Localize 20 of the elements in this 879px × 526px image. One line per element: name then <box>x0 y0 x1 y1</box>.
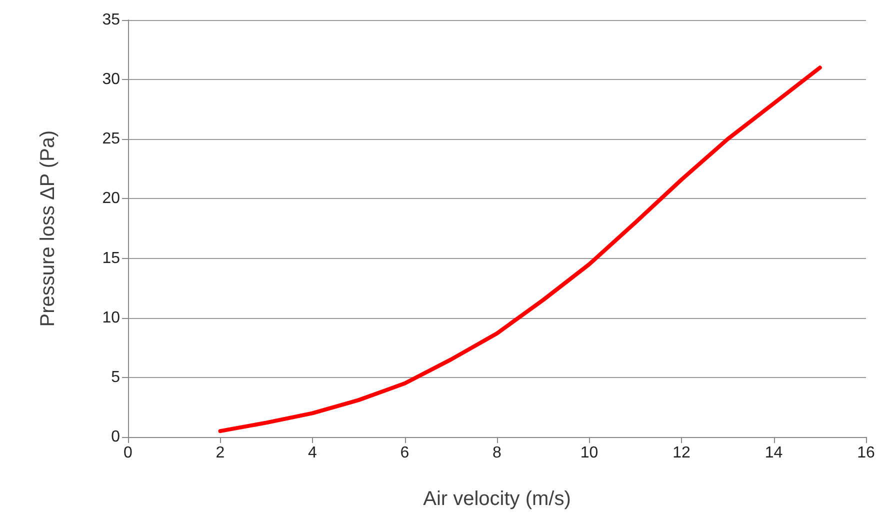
y-tick-label: 15 <box>102 250 120 267</box>
x-tick-label: 6 <box>400 444 410 462</box>
x-tick-label: 8 <box>492 444 502 462</box>
y-tick-label: 35 <box>102 12 120 28</box>
x-tick-label: 4 <box>308 444 318 462</box>
x-axis-title: Air velocity (m/s) <box>423 488 571 510</box>
y-tick-label: 0 <box>111 428 120 446</box>
x-tick-label: 16 <box>857 444 875 462</box>
x-tick-label: 10 <box>580 444 598 462</box>
y-tick-label: 10 <box>102 309 120 326</box>
x-tick-label: 2 <box>216 444 225 462</box>
y-tick-label: 20 <box>102 190 120 208</box>
x-tick-label: 0 <box>124 444 133 462</box>
x-tick-label: 12 <box>672 444 690 462</box>
y-axis-title: Pressure loss ΔP (Pa) <box>37 130 59 327</box>
line-series <box>218 66 822 434</box>
y-tick-label: 30 <box>102 71 120 88</box>
y-tick-label: 5 <box>111 368 120 386</box>
x-tick-label: 14 <box>764 444 783 462</box>
y-tick-label: 25 <box>102 130 120 148</box>
